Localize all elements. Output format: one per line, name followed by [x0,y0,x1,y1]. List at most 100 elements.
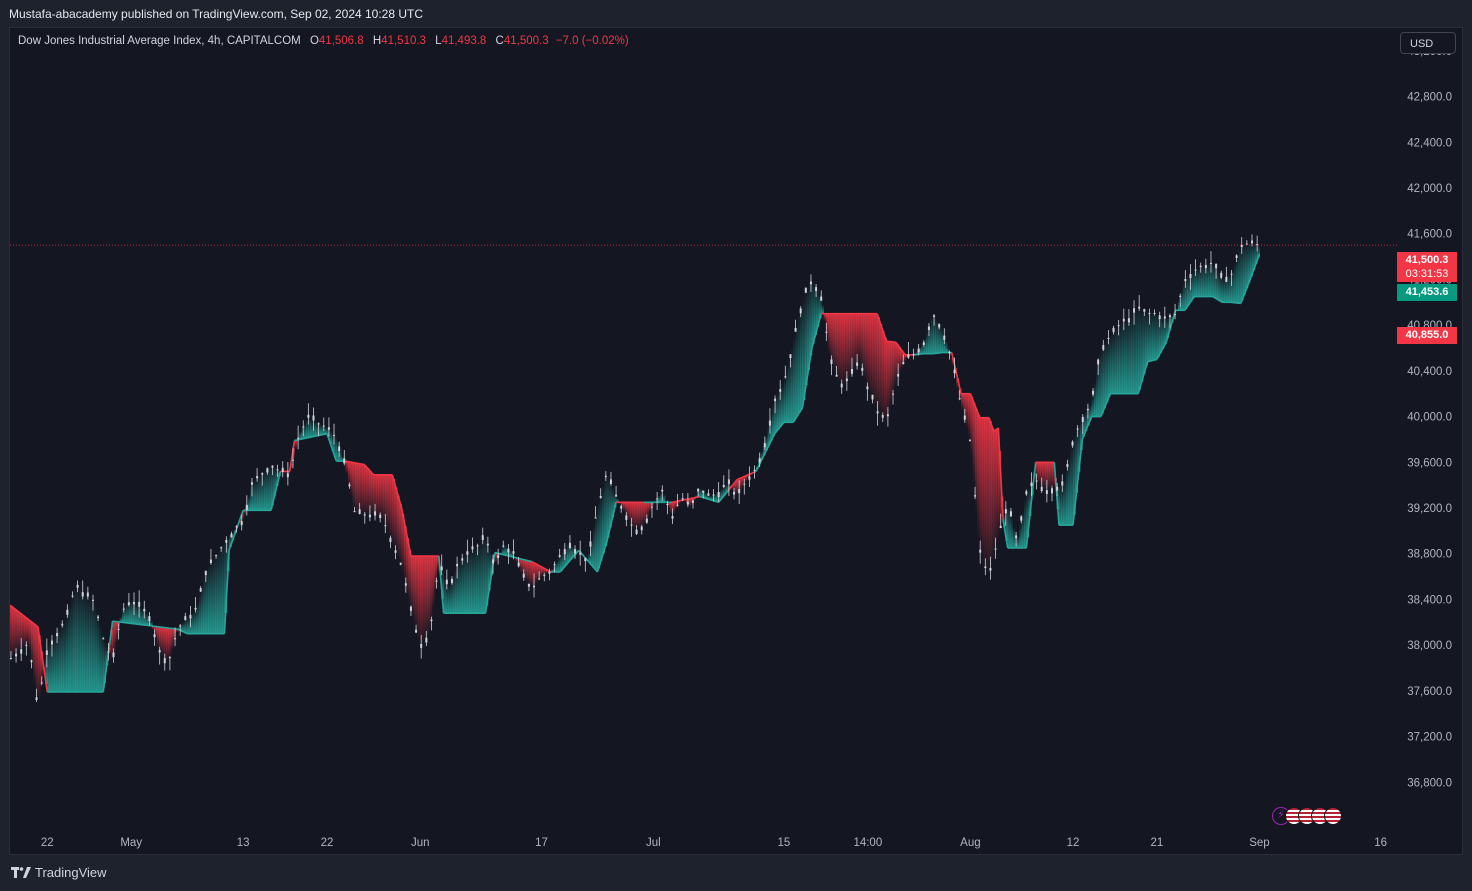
candle-body [912,354,915,356]
candle-body [809,281,812,285]
candle-body [343,458,346,464]
bull-fill-segment [308,418,312,438]
bull-fill-segment [1180,292,1183,311]
candle-body [589,541,592,547]
candle-body [497,555,500,558]
candle-body [748,476,751,480]
x-tick-label: 13 [237,837,250,849]
band-segment [605,502,617,543]
bull-fill-segment [1119,323,1123,394]
bull-fill-segment [72,590,76,692]
high-label: H [372,35,382,47]
candle-body [138,601,141,607]
candle-body [917,348,920,353]
bull-fill-segment [762,445,766,455]
bull-fill-segment [1184,278,1188,309]
candle-body [568,542,571,548]
bear-fill-segment [392,479,396,546]
bull-fill-segment [201,585,204,634]
candle-body [804,287,807,293]
bull-fill-segment [1131,314,1134,394]
bear-fill-segment [893,342,897,388]
bear-fill-segment [623,502,626,512]
last-price-value: 41,500.3 [1405,254,1449,266]
candle-body [630,524,633,526]
bull-fill-segment [609,482,612,528]
candle-body [286,473,289,478]
candle-body [994,548,997,550]
bear-fill-segment [40,651,44,685]
candle-body [276,469,279,471]
bear-fill-segment [546,570,549,573]
last-price-tag: 41,500.3 03:31:53 [1397,252,1457,282]
candle-body [717,492,720,497]
bull-fill-segment [1128,317,1132,394]
bear-fill-segment [693,497,696,501]
band-segment [1231,301,1241,305]
bear-fill-segment [1047,462,1051,490]
bull-fill-segment [725,484,729,493]
candle-body [338,446,341,452]
bull-fill-segment [338,448,342,462]
price-chart[interactable]: 43,200.042,800.042,400.042,000.041,600.0… [10,28,1463,855]
bull-fill-segment [187,617,190,634]
candle-body [61,623,64,626]
bear-fill-segment [371,473,375,515]
candle-body [1107,338,1110,340]
bear-fill-segment [387,474,391,534]
band-segment [1002,519,1009,549]
bull-fill-segment [571,546,575,558]
candle-body [1153,312,1156,314]
bear-fill-segment [543,568,547,575]
bull-fill-segment [1149,313,1153,361]
candle-body [66,609,69,615]
candle-body [615,494,618,497]
bear-fill-segment [648,502,652,512]
event-markers[interactable]: ⚡ [1272,807,1342,825]
bull-fill-segment [1077,425,1081,472]
bear-fill-segment [410,556,414,616]
candle-body [763,443,766,448]
candle-body [10,658,12,660]
y-tick-label: 38,000.0 [1407,640,1452,652]
bull-fill-segment [334,436,337,458]
brand-name: TradingView [35,865,107,880]
bull-fill-segment [47,645,51,692]
candle-body [599,496,602,498]
currency-button[interactable]: USD [1400,32,1456,54]
candle-body [445,579,448,585]
bull-fill-segment [212,558,216,634]
bull-fill-segment [483,538,486,614]
bull-fill-segment [597,503,601,569]
bear-fill-segment [348,461,351,486]
bull-fill-segment [1226,275,1230,303]
bull-fill-segment [786,367,789,423]
candle-body [76,584,79,588]
bear-fill-segment [963,393,967,419]
candle-body [297,437,300,439]
bear-fill-segment [732,483,736,492]
chart-panel[interactable]: 43,200.042,800.042,400.042,000.041,600.0… [9,27,1463,855]
bull-fill-segment [720,488,724,498]
bull-fill-segment [1252,243,1256,270]
bull-fill-segment [268,465,272,511]
bull-fill-segment [1114,328,1118,394]
bull-fill-segment [774,397,778,433]
candle-body [974,495,977,497]
bear-fill-segment [385,474,389,528]
bull-fill-segment [126,603,130,623]
us-flag-icon[interactable] [1324,807,1342,825]
bull-fill-segment [499,552,503,554]
bull-fill-segment [562,550,566,568]
candle-body [184,616,187,621]
bull-fill-segment [261,472,265,511]
symbol-title[interactable]: Dow Jones Industrial Average Index, 4h, … [18,35,301,47]
candle-body [1174,313,1177,315]
candle-body [153,634,156,638]
bull-fill-segment [1145,313,1148,366]
bull-fill-segment [229,535,232,547]
tradingview-brand[interactable]: TradingView [11,865,107,880]
bull-fill-segment [1091,396,1095,417]
candle-body [112,652,115,658]
band-segment [1053,462,1060,526]
